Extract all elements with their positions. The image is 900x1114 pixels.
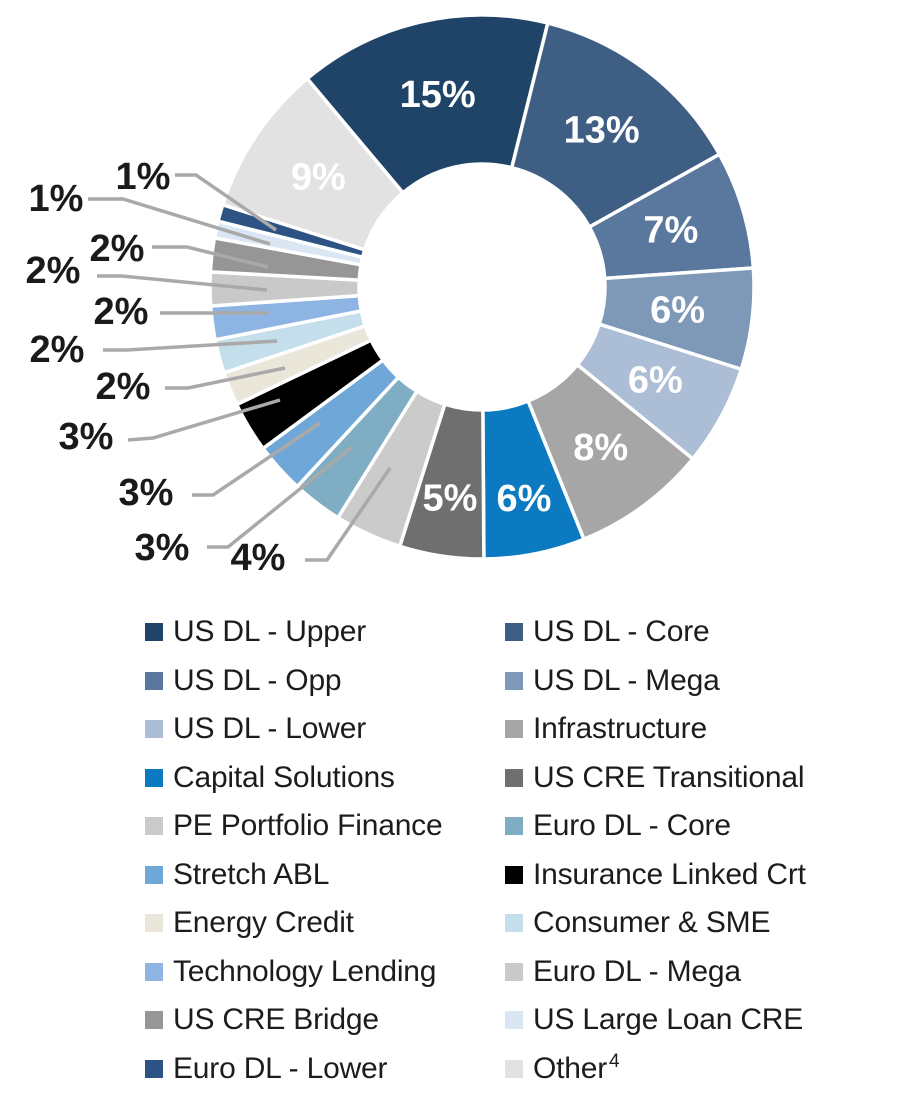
percent-label-us-large-loan-cre: 1% — [29, 178, 84, 220]
legend-label-stretch-abl: Stretch ABL — [173, 857, 330, 891]
legend-item-pe-portfolio-finance: PE Portfolio Finance — [145, 802, 505, 851]
legend-item-us-cre-bridge: US CRE Bridge — [145, 996, 505, 1045]
legend-label-euro-dl-core: Euro DL - Core — [533, 809, 731, 843]
percent-label-consumer-and-sme: 2% — [30, 329, 85, 371]
legend-label-euro-dl-lower: Euro DL - Lower — [173, 1051, 388, 1085]
percent-label-us-dl-upper: 15% — [400, 74, 476, 116]
legend-label-us-dl-mega: US DL - Mega — [533, 663, 720, 697]
legend-swatch-euro-dl-core — [505, 817, 523, 836]
legend-item-us-large-loan-cre: US Large Loan CRE — [505, 996, 900, 1045]
legend-swatch-euro-dl-mega — [505, 962, 523, 981]
legend-swatch-us-dl-mega — [505, 671, 523, 690]
legend-label-infrastructure: Infrastructure — [533, 712, 707, 746]
legend-item-technology-lending: Technology Lending — [145, 948, 505, 997]
leader-line-us-large-loan-cre — [88, 197, 271, 246]
legend-item-energy-credit: Energy Credit — [145, 899, 505, 948]
legend-swatch-infrastructure — [505, 720, 523, 739]
legend-swatch-us-cre-transitional — [505, 768, 523, 787]
legend-swatch-euro-dl-lower — [145, 1059, 163, 1078]
percent-label-insurance-linked-crt: 3% — [59, 416, 114, 458]
percent-label-pe-portfolio-finance: 4% — [231, 537, 286, 579]
percent-label-euro-dl-core: 3% — [135, 527, 190, 569]
leader-line-consumer-and-sme — [103, 339, 278, 352]
percent-label-infrastructure: 8% — [573, 427, 628, 469]
legend-label-euro-dl-mega: Euro DL - Mega — [533, 954, 741, 988]
leader-line-stretch-abl — [192, 421, 321, 497]
slice-other — [220, 76, 406, 253]
leader-line-euro-dl-core — [207, 445, 354, 549]
leader-line-us-cre-bridge — [152, 245, 269, 269]
legend-swatch-us-dl-opp — [145, 671, 163, 690]
leader-line-insurance-linked-crt — [127, 398, 281, 442]
percent-label-energy-credit: 2% — [96, 366, 151, 408]
legend-item-us-cre-transitional: US CRE Transitional — [505, 754, 900, 803]
legend-item-insurance-linked-crt: Insurance Linked Crt — [505, 851, 900, 900]
legend-swatch-us-dl-upper — [145, 623, 163, 642]
legend-item-euro-dl-core: Euro DL - Core — [505, 802, 900, 851]
chart-legend: US DL - Upper US DL - Core US DL - Opp US D… — [0, 608, 900, 1093]
percent-label-capital-solutions: 6% — [497, 478, 552, 520]
percent-label-us-dl-opp: 7% — [643, 210, 698, 252]
legend-item-capital-solutions: Capital Solutions — [145, 754, 505, 803]
legend-label-us-dl-opp: US DL - Opp — [173, 663, 342, 697]
percent-label-technology-lending: 2% — [94, 291, 149, 333]
percent-label-stretch-abl: 3% — [119, 472, 174, 514]
legend-swatch-pe-portfolio-finance — [145, 817, 163, 836]
leader-line-energy-credit — [165, 366, 286, 390]
legend-swatch-consumer-and-sme — [505, 914, 523, 933]
legend-label-technology-lending: Technology Lending — [173, 954, 437, 988]
legend-swatch-us-cre-bridge — [145, 1011, 163, 1030]
legend-swatch-us-dl-core — [505, 623, 523, 642]
legend-item-euro-dl-lower: Euro DL - Lower — [145, 1045, 505, 1094]
legend-swatch-other — [505, 1059, 523, 1078]
legend-item-us-dl-mega: US DL - Mega — [505, 657, 900, 706]
slice-us-dl-core — [509, 20, 722, 230]
legend-item-us-dl-opp: US DL - Opp — [145, 657, 505, 706]
percent-label-us-dl-core: 13% — [564, 110, 640, 152]
legend-item-us-dl-core: US DL - Core — [505, 608, 900, 657]
legend-item-stretch-abl: Stretch ABL — [145, 851, 505, 900]
legend-swatch-us-large-loan-cre — [505, 1011, 523, 1030]
legend-swatch-us-dl-lower — [145, 720, 163, 739]
percent-label-other: 9% — [291, 156, 346, 198]
legend-item-us-dl-upper: US DL - Upper — [145, 608, 505, 657]
percent-label-euro-dl-mega: 2% — [26, 250, 81, 292]
legend-swatch-energy-credit — [145, 914, 163, 933]
leader-line-euro-dl-lower — [175, 173, 277, 232]
legend-item-infrastructure: Infrastructure — [505, 705, 900, 754]
legend-label-us-cre-bridge: US CRE Bridge — [173, 1003, 379, 1037]
legend-swatch-capital-solutions — [145, 768, 163, 787]
legend-item-other: Other 4 — [505, 1045, 900, 1094]
legend-label-us-large-loan-cre: US Large Loan CRE — [533, 1003, 804, 1037]
legend-label-energy-credit: Energy Credit — [173, 906, 354, 940]
legend-label-other: Other 4 — [533, 1050, 620, 1085]
legend-swatch-stretch-abl — [145, 865, 163, 884]
leader-line-euro-dl-mega — [97, 274, 268, 292]
percent-label-euro-dl-lower: 1% — [116, 156, 171, 198]
legend-label-us-dl-core: US DL - Core — [533, 615, 710, 649]
legend-label-superscript: 4 — [609, 1050, 620, 1072]
legend-label-capital-solutions: Capital Solutions — [173, 760, 395, 794]
leader-line-pe-portfolio-finance — [305, 467, 392, 562]
donut-chart: 15%13%7%6%6%8%6%5%4%3%3%3%2%2%2%2%2%1%1%… — [26, 13, 756, 579]
legend-label-pe-portfolio-finance: PE Portfolio Finance — [173, 809, 443, 843]
legend-label-us-dl-upper: US DL - Upper — [173, 615, 367, 649]
legend-swatch-insurance-linked-crt — [505, 865, 523, 884]
percent-label-us-cre-bridge: 2% — [90, 228, 145, 270]
legend-item-euro-dl-mega: Euro DL - Mega — [505, 948, 900, 997]
legend-label-insurance-linked-crt: Insurance Linked Crt — [533, 857, 806, 891]
percent-label-us-dl-mega: 6% — [650, 289, 705, 331]
legend-label-us-dl-lower: US DL - Lower — [173, 712, 367, 746]
legend-label-us-cre-transitional: US CRE Transitional — [533, 760, 805, 794]
legend-item-us-dl-lower: US DL - Lower — [145, 705, 505, 754]
percent-label-us-cre-transitional: 5% — [423, 478, 478, 520]
percent-label-us-dl-lower: 6% — [628, 360, 683, 402]
legend-item-consumer-and-sme: Consumer & SME — [505, 899, 900, 948]
legend-swatch-technology-lending — [145, 962, 163, 981]
legend-label-consumer-and-sme: Consumer & SME — [533, 906, 771, 940]
